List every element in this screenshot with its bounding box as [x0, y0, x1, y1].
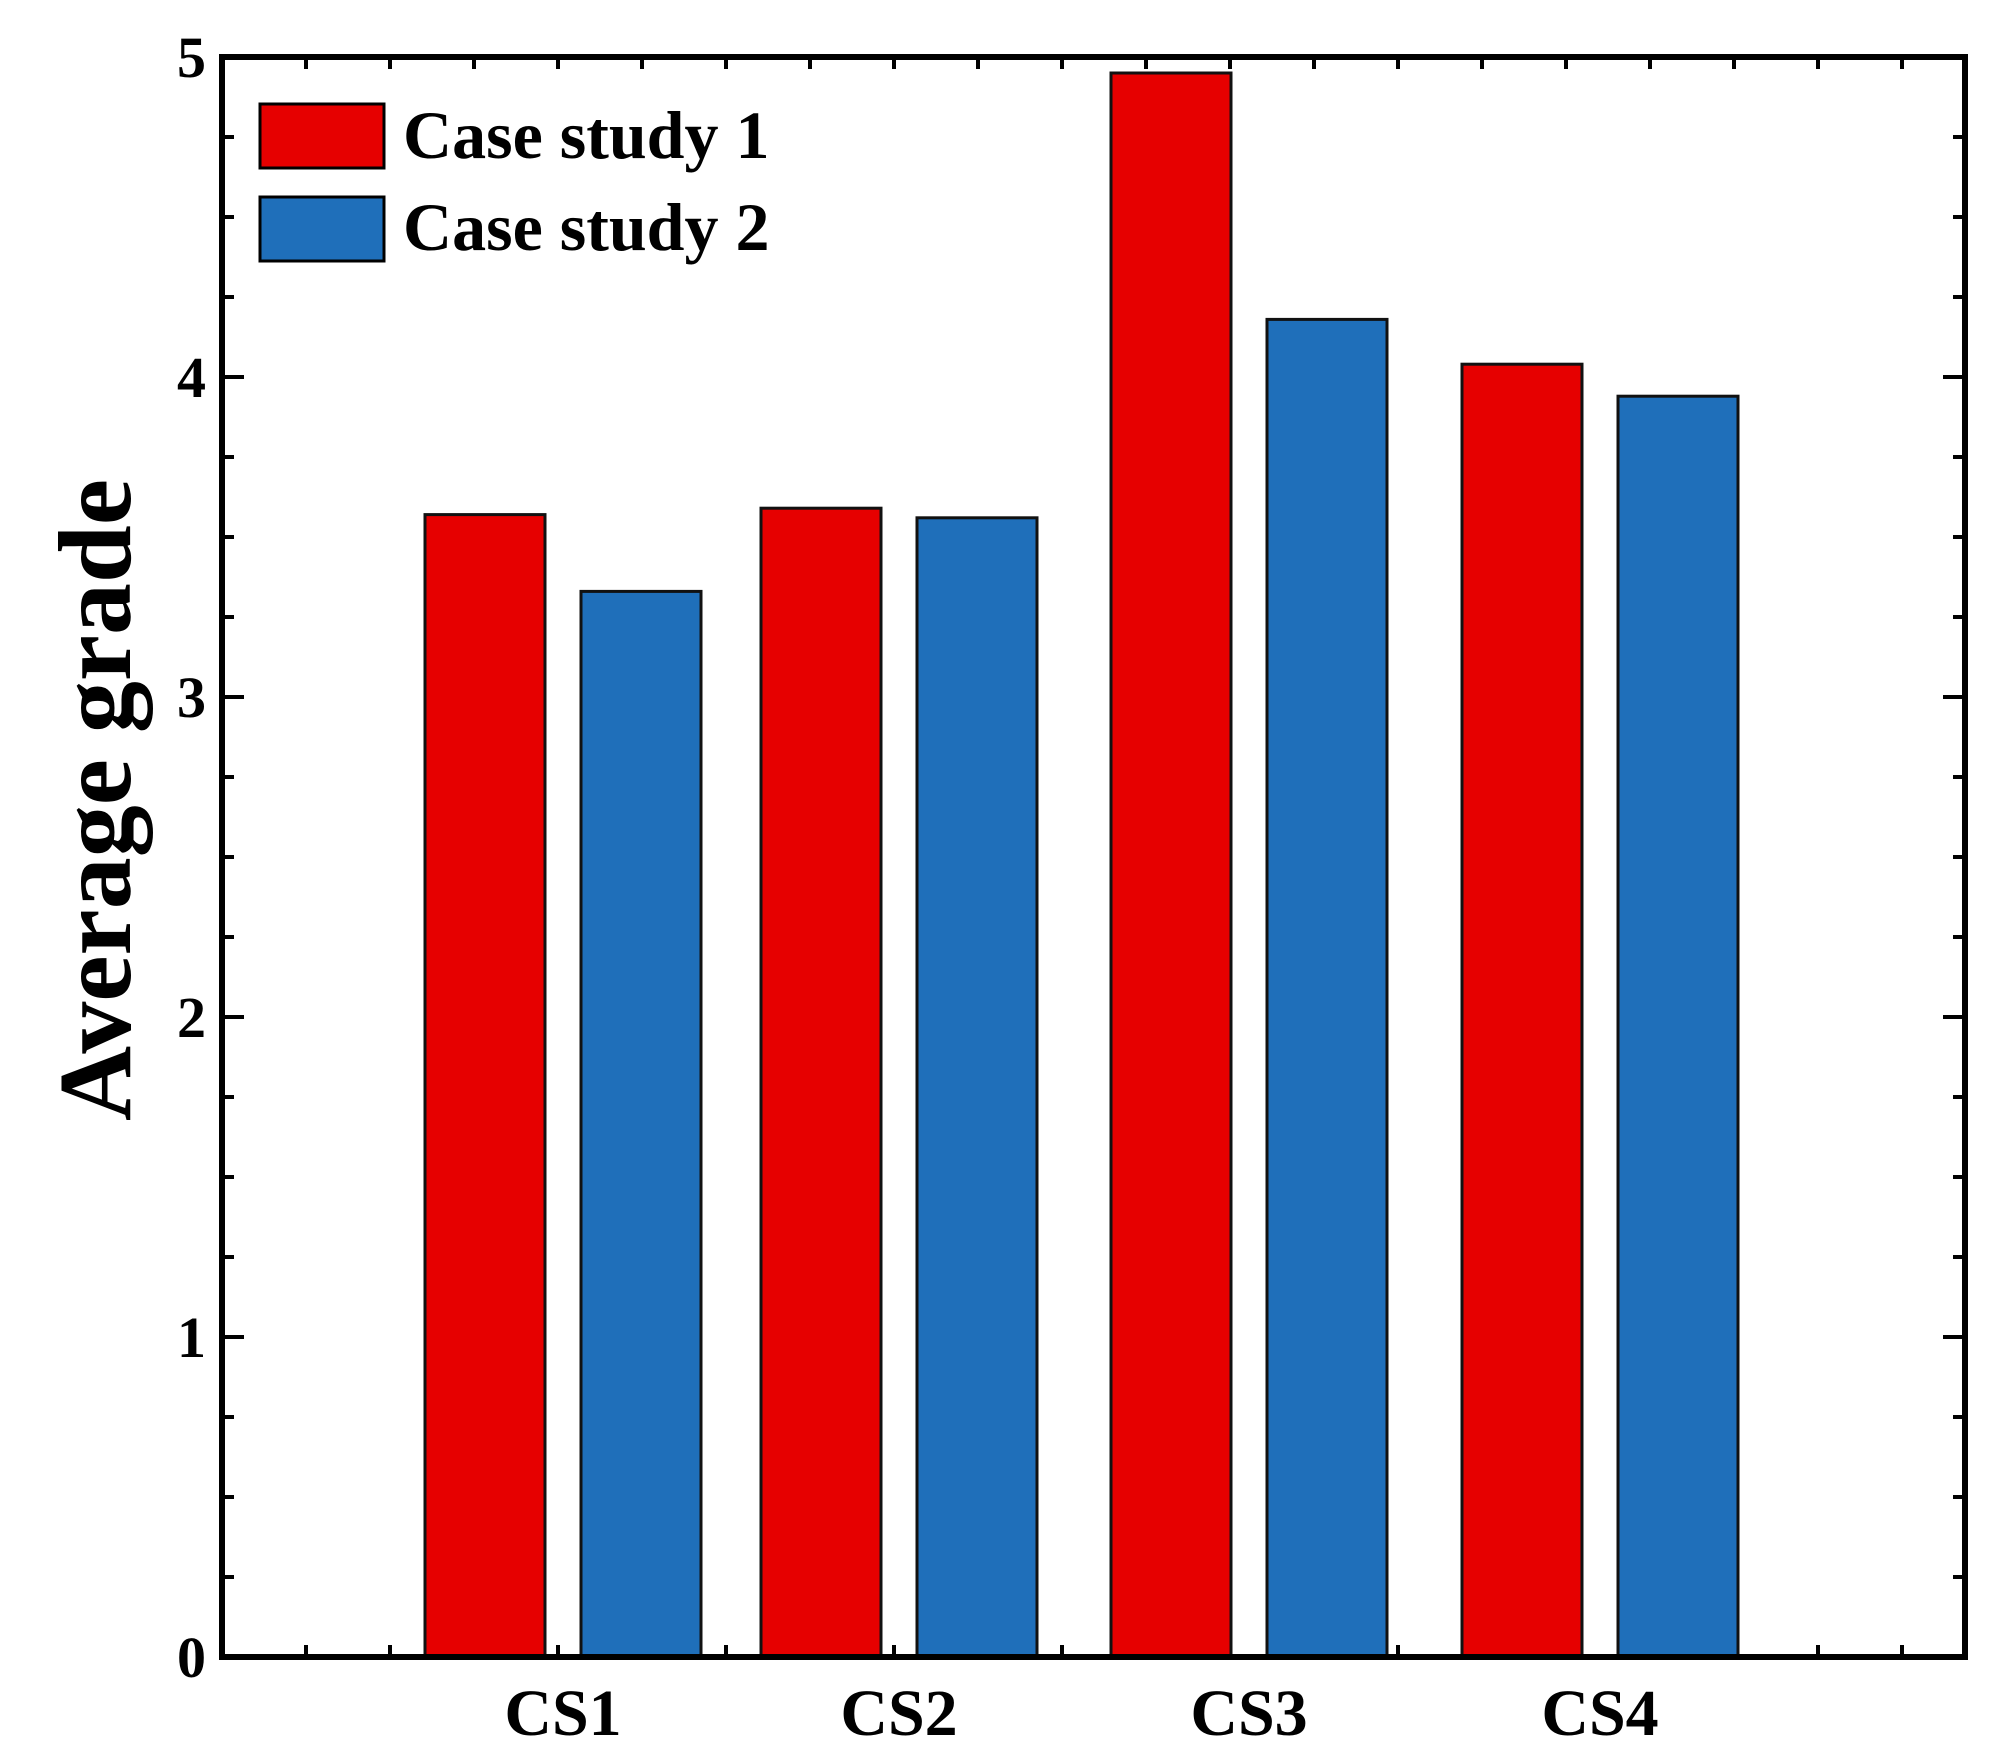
x-category-labels: CS1 CS2 CS3 CS4	[504, 1677, 1658, 1750]
y-tick-labels: 0 1 2 3 4 5	[177, 25, 206, 1690]
bar-cs3-series-2	[1265, 317, 1389, 1659]
bar-cs2-series-2	[915, 516, 1039, 1659]
bar-cs3-series-1	[1109, 71, 1233, 1659]
y-tick-label: 3	[177, 665, 206, 730]
legend-swatch-case-study-1	[258, 102, 386, 170]
legend-label-case-study-1: Case study 1	[403, 97, 770, 173]
bar-cs4-series-2	[1616, 394, 1740, 1659]
x-category-label: CS1	[504, 1677, 621, 1750]
y-axis-title: Average grade	[38, 479, 153, 1121]
bar-cs4-series-1	[1460, 362, 1584, 1659]
bar-cs1-series-2	[579, 589, 703, 1659]
y-tick-label: 0	[177, 1625, 206, 1690]
bar-cs1-series-1	[423, 513, 547, 1659]
legend: Case study 1 Case study 2	[258, 97, 770, 265]
y-tick-label: 2	[177, 985, 206, 1050]
plot-frame	[219, 54, 1968, 1660]
y-tick-label: 5	[177, 25, 206, 90]
bar-cs2-series-1	[759, 506, 883, 1659]
x-category-label: CS2	[840, 1677, 957, 1750]
legend-swatch-case-study-2	[258, 195, 386, 263]
y-tick-label: 1	[177, 1305, 206, 1370]
x-category-label: CS3	[1190, 1677, 1307, 1750]
x-category-label: CS4	[1541, 1677, 1658, 1750]
legend-label-case-study-2: Case study 2	[403, 189, 770, 265]
y-tick-label: 4	[177, 345, 206, 410]
